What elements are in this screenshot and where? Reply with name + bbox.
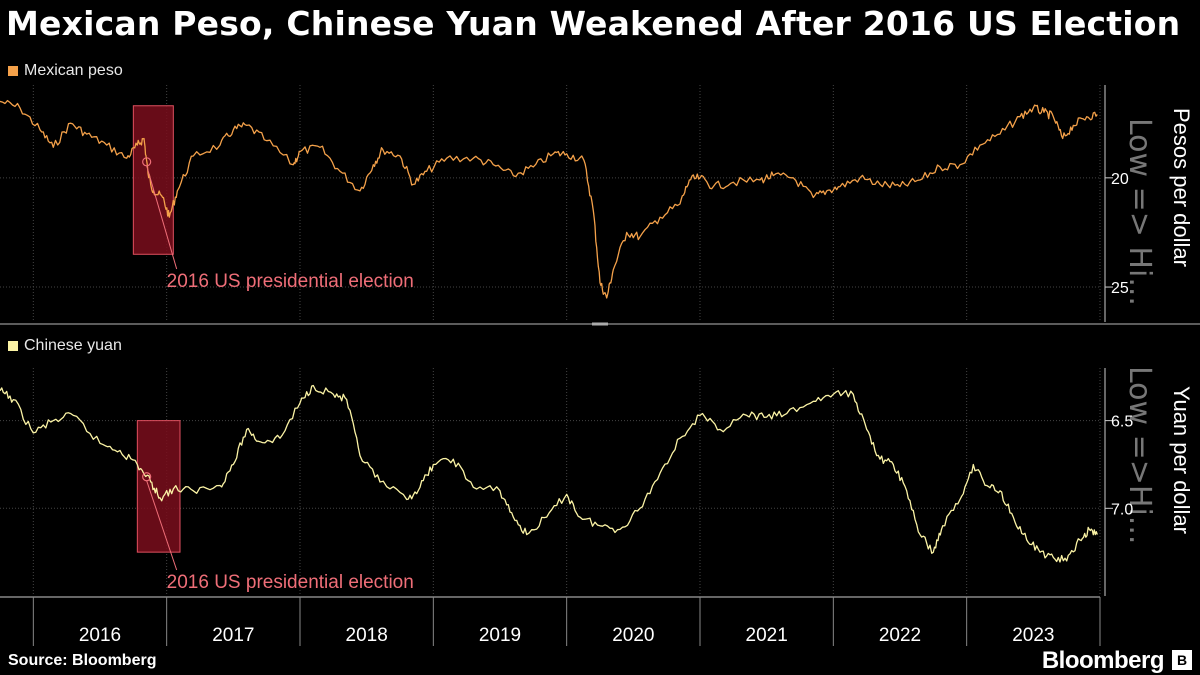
x-tick-label: 2016: [79, 625, 121, 646]
legend-yuan: Chinese yuan: [8, 337, 122, 355]
x-tick-label: 2021: [746, 625, 788, 646]
bloomberg-logo: Bloomberg: [1041, 647, 1165, 674]
x-tick-label: 2018: [346, 625, 388, 646]
election-highlight-box: [136, 420, 181, 553]
yuan-y-axis-label: Yuan per dollar: [1169, 386, 1194, 534]
x-tick-label: 2023: [1012, 625, 1054, 646]
grid-layer: [0, 85, 1200, 596]
annotation-layer: 2016 US presidential election 2016 US pre…: [142, 157, 414, 593]
y-tick-label: 20: [1111, 171, 1129, 188]
y-tick-label: 6.5: [1111, 414, 1133, 431]
legend-yuan-swatch: [8, 341, 18, 351]
chart-title: Mexican Peso, Chinese Yuan Weakened Afte…: [6, 4, 1181, 43]
election-highlight-box: [132, 105, 174, 255]
annotation-leader: [146, 480, 178, 571]
x-tick-label: 2019: [479, 625, 521, 646]
highlight-layer: [132, 105, 181, 553]
x-tick-label: 2020: [612, 625, 654, 646]
bloomberg-square-icon: B: [1172, 650, 1192, 670]
annotation-leader: [146, 165, 178, 270]
axis-layer: 20 25 6.5 7.0 2016 2017 2018 2019 2020 2021 2022 20…: [0, 85, 1133, 646]
x-tick-label: 2017: [212, 625, 254, 646]
peso-low-high-label: Low => Hi...: [1122, 118, 1157, 306]
y-tick-label: 7.0: [1111, 501, 1133, 518]
yuan-low-high-label: Low =>Hi...: [1122, 366, 1157, 545]
legend-peso-label: Mexican peso: [24, 62, 123, 79]
series-layer: [0, 99, 1098, 563]
yuan-series-line: [0, 384, 1098, 563]
legend-peso: Mexican peso: [8, 62, 123, 80]
legend-peso-swatch: [8, 66, 18, 76]
peso-y-axis-label: Pesos per dollar: [1169, 108, 1194, 267]
source-note: Source: Bloomberg: [8, 652, 157, 669]
peso-series-line: [0, 99, 1098, 299]
x-tick-label: 2022: [879, 625, 921, 646]
annotation-label: 2016 US presidential election: [167, 572, 414, 593]
legend-yuan-label: Chinese yuan: [24, 337, 122, 354]
annotation-label: 2016 US presidential election: [167, 271, 414, 292]
y-tick-label: 25: [1111, 280, 1129, 297]
